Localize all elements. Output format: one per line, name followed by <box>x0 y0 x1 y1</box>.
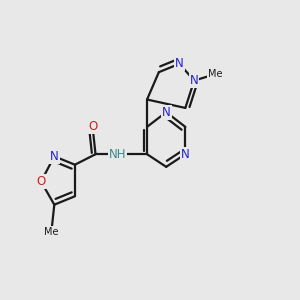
Text: O: O <box>88 120 97 134</box>
Text: N: N <box>181 148 190 161</box>
Text: N: N <box>175 57 184 70</box>
Text: Me: Me <box>208 69 222 79</box>
Text: N: N <box>50 150 59 163</box>
Text: Me: Me <box>44 227 58 237</box>
Text: N: N <box>162 106 171 118</box>
Text: N: N <box>190 74 199 87</box>
Text: O: O <box>36 175 46 188</box>
Text: NH: NH <box>109 148 126 161</box>
